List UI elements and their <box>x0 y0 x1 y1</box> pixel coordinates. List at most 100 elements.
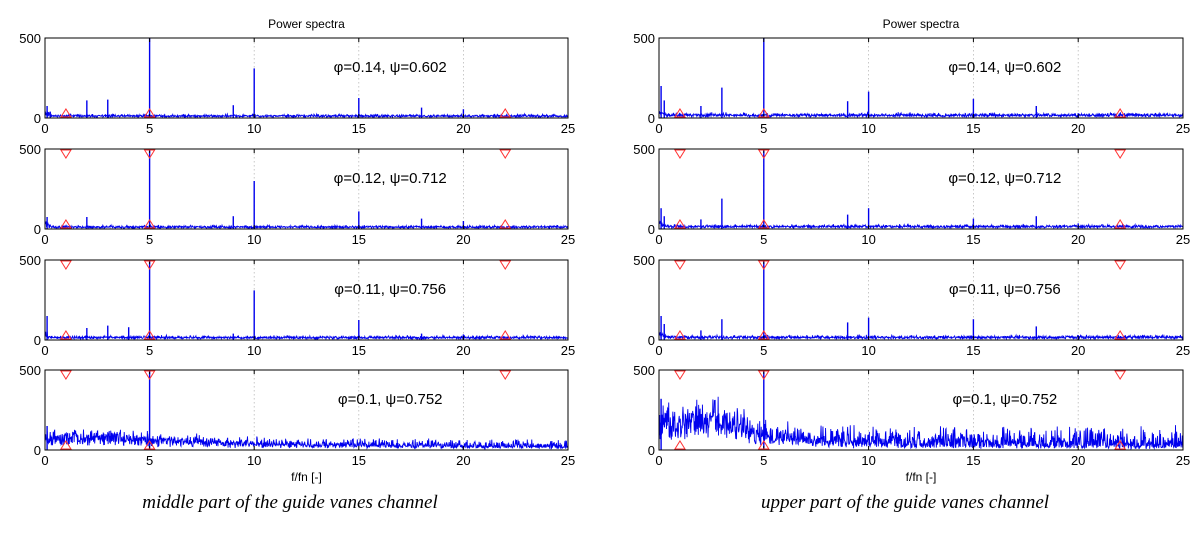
x-tick-label: 20 <box>1071 343 1085 358</box>
x-tick-label: 20 <box>456 343 470 358</box>
x-tick-label: 0 <box>41 232 48 247</box>
axes-box <box>658 369 1184 451</box>
x-tick-label: 0 <box>655 121 662 136</box>
marker-triangle-down <box>60 260 72 270</box>
x-tick-label: 5 <box>760 343 767 358</box>
x-tick-label: 20 <box>1071 121 1085 136</box>
x-tick-label: 0 <box>655 453 662 468</box>
axes-box <box>44 37 569 119</box>
spectrum-trace <box>658 396 1184 451</box>
x-tick-label: 25 <box>1176 453 1190 468</box>
y-tick-label: 500 <box>633 253 655 268</box>
marker-triangle-down <box>757 149 770 159</box>
marker-triangle-up <box>499 108 512 118</box>
caption-middle-part: middle part of the guide vanes channel <box>142 492 438 513</box>
marker-triangle-up <box>60 440 72 450</box>
axes-box <box>658 259 1184 341</box>
x-tick-label: 20 <box>456 121 470 136</box>
x-tick-label: 15 <box>966 232 980 247</box>
y-tick-label: 0 <box>648 222 655 237</box>
x-tick-label: 25 <box>561 232 575 247</box>
y-tick-label: 0 <box>34 443 41 458</box>
x-tick-label: 5 <box>146 343 153 358</box>
marker-triangle-up <box>1114 440 1127 450</box>
marker-triangle-down <box>60 149 72 159</box>
marker-triangle-down <box>60 370 72 380</box>
y-tick-label: 500 <box>19 253 41 268</box>
caption-upper-part: upper part of the guide vanes channel <box>760 492 1050 513</box>
subplot-annotation: φ=0.1, ψ=0.752 <box>953 391 1058 408</box>
marker-triangle-down <box>143 149 156 159</box>
y-tick-label: 500 <box>633 363 655 378</box>
marker-triangle-up <box>1114 219 1127 229</box>
marker-triangle-down <box>674 260 686 270</box>
marker-triangle-down <box>499 260 512 270</box>
subplot-4: 0 5 10 15 20 25 0 500 φ=0.1, ψ=0.752 <box>19 363 575 468</box>
marker-triangle-up <box>674 108 686 118</box>
axes-box <box>658 37 1184 119</box>
spectrum-trace <box>44 221 569 230</box>
x-tick-label: 5 <box>760 121 767 136</box>
subplot-annotation: φ=0.12, ψ=0.712 <box>334 170 447 187</box>
marker-triangle-up <box>143 440 156 450</box>
subplot-annotation: φ=0.12, ψ=0.712 <box>948 170 1061 187</box>
x-tick-label: 10 <box>861 232 875 247</box>
marker-triangle-up <box>499 219 512 229</box>
axes-box <box>44 148 569 230</box>
x-tick-label: 25 <box>561 453 575 468</box>
x-tick-label: 15 <box>966 453 980 468</box>
subplot-2: 0 5 10 15 20 25 0 500 φ=0.12, ψ=0.712 <box>633 142 1190 247</box>
marker-triangle-up <box>60 108 72 118</box>
subplot-annotation: φ=0.14, ψ=0.602 <box>948 59 1061 76</box>
y-tick-label: 500 <box>633 142 655 157</box>
x-tick-label: 20 <box>1071 232 1085 247</box>
marker-triangle-up <box>757 219 770 229</box>
marker-triangle-down <box>1114 370 1127 380</box>
subplot-annotation: φ=0.11, ψ=0.756 <box>334 281 446 298</box>
marker-triangle-up <box>674 330 686 340</box>
x-tick-label: 25 <box>561 121 575 136</box>
x-tick-label: 10 <box>247 453 261 468</box>
x-tick-label: 25 <box>1176 121 1190 136</box>
x-tick-label: 25 <box>561 343 575 358</box>
marker-triangle-up <box>60 330 72 340</box>
marker-triangle-down <box>674 149 686 159</box>
marker-triangle-down <box>143 370 156 380</box>
y-tick-label: 500 <box>19 142 41 157</box>
spectrum-trace <box>44 331 569 341</box>
marker-triangle-down <box>674 370 686 380</box>
x-tick-label: 15 <box>966 121 980 136</box>
marker-triangle-down <box>499 149 512 159</box>
marker-triangle-up <box>143 330 156 340</box>
spectrum-trace <box>44 429 569 450</box>
x-tick-label: 10 <box>861 121 875 136</box>
axes-box <box>658 148 1184 230</box>
x-tick-label: 25 <box>1176 232 1190 247</box>
y-tick-label: 500 <box>633 31 655 46</box>
marker-triangle-up <box>757 440 770 450</box>
x-tick-label: 15 <box>352 453 366 468</box>
subplot-annotation: φ=0.14, ψ=0.602 <box>334 59 447 76</box>
x-tick-label: 15 <box>966 343 980 358</box>
x-tick-label: 0 <box>41 121 48 136</box>
x-axis-label: f/fn [-] <box>291 470 322 484</box>
chart-title: Power spectra <box>883 17 960 31</box>
y-tick-label: 0 <box>648 333 655 348</box>
marker-triangle-up <box>60 219 72 229</box>
y-tick-label: 500 <box>19 363 41 378</box>
marker-triangle-up <box>499 330 512 340</box>
y-tick-label: 0 <box>648 111 655 126</box>
x-tick-label: 10 <box>247 121 261 136</box>
spectrum-trace <box>44 111 569 119</box>
x-tick-label: 10 <box>861 453 875 468</box>
spectrum-trace <box>658 330 1184 341</box>
subplot-2: 0 5 10 15 20 25 0 500 φ=0.12, ψ=0.712 <box>19 142 575 247</box>
marker-triangle-down <box>1114 260 1127 270</box>
marker-triangle-down <box>143 260 156 270</box>
subplot-3: 0 5 10 15 20 25 0 500 φ=0.11, ψ=0.756 <box>633 253 1190 358</box>
spectrum-trace <box>658 110 1184 119</box>
y-tick-label: 0 <box>648 443 655 458</box>
